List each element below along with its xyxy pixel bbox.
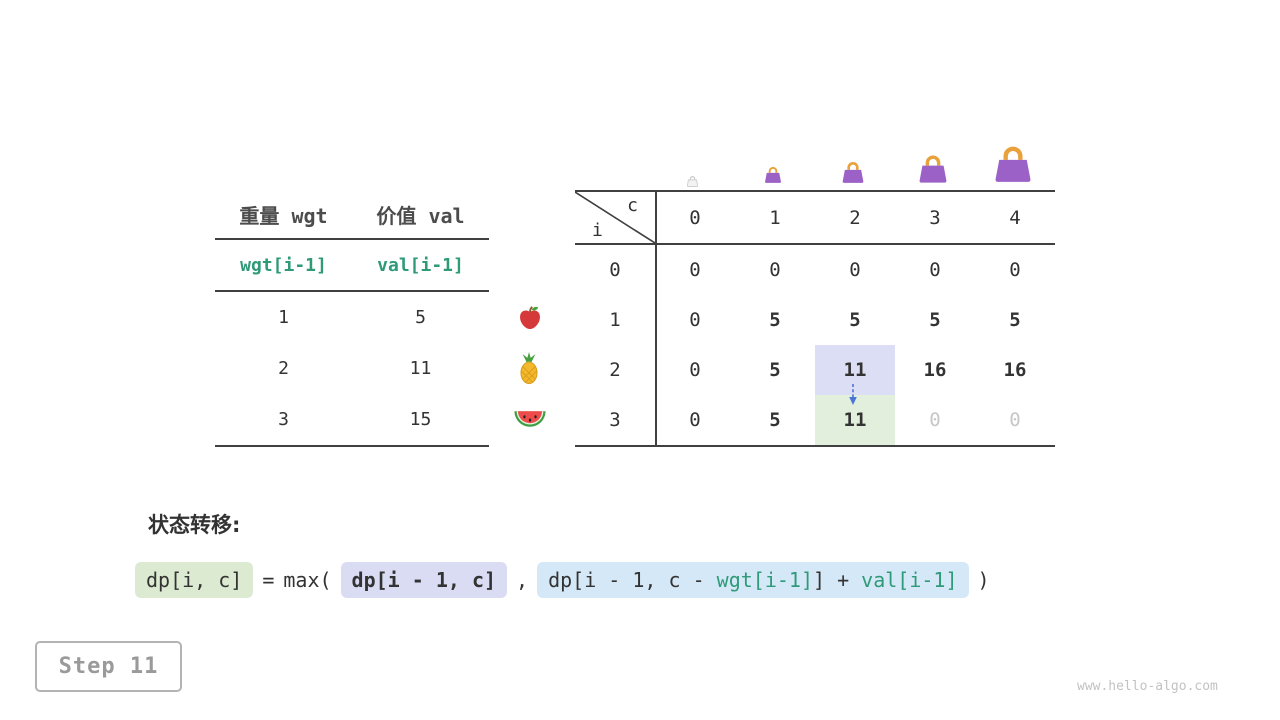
transition-arrow-icon (846, 383, 860, 411)
item-3-value: 15 (409, 409, 432, 430)
state-transition-label: 状态转移: (148, 513, 241, 537)
step-indicator: Step 11 (35, 641, 182, 692)
formula-arg2-wgt: wgt[i-1] (716, 568, 813, 592)
capacity-var-label: c (627, 195, 638, 216)
step-label: Step 11 (58, 654, 159, 679)
bag-capacity-0-icon (686, 172, 699, 191)
item-row-1: 1 5 (215, 292, 489, 343)
formula-max-open: max( (283, 568, 332, 592)
formula-arg2: dp[i - 1, c - wgt[i-1]] + val[i-1] (537, 562, 969, 598)
formula-arg2-mid: ] + (813, 568, 862, 592)
items-var-val: val[i-1] (377, 254, 464, 276)
dp-cell-2-3: 16 (923, 359, 947, 381)
state-transition-formula: dp[i, c] = max( dp[i - 1, c] , dp[i - 1,… (135, 562, 990, 598)
dp-cell-1-4: 5 (1009, 309, 1021, 331)
dp-cell-3-1: 5 (769, 409, 781, 431)
formula-arg2-prefix: dp[i - 1, c - (548, 568, 717, 592)
dp-cell-1-3: 5 (929, 309, 941, 331)
dp-row-0-label: 0 (609, 259, 621, 281)
items-table-header: 重量 wgt 价值 val (215, 190, 489, 240)
formula-arg2-val: val[i-1] (861, 568, 958, 592)
dp-corner-cell: c i (575, 192, 655, 243)
formula-arg1: dp[i - 1, c] (340, 562, 508, 598)
dp-row-1: 1 0 5 5 5 5 (575, 295, 1055, 345)
bag-capacity-4-icon (991, 143, 1035, 188)
formula-lhs: dp[i, c] (135, 562, 254, 598)
dp-cell-0-2: 0 (849, 259, 861, 281)
item-1-weight: 1 (278, 307, 289, 328)
dp-row-2: 2 0 5 11 16 16 (575, 345, 1055, 395)
watermelon-icon (513, 409, 547, 433)
pineapple-icon (518, 352, 540, 388)
dp-table-header: c i 0 1 2 3 4 (575, 192, 1055, 245)
dp-col-header-0: 0 (689, 206, 701, 229)
dp-cell-1-0: 0 (689, 309, 701, 331)
items-table: 重量 wgt 价值 val wgt[i-1] val[i-1] 1 5 2 11… (215, 190, 489, 447)
dp-cell-0-1: 0 (769, 259, 781, 281)
dp-row-3-label: 3 (609, 409, 621, 431)
dp-row-2-label: 2 (609, 359, 621, 381)
dp-cell-3-3: 0 (929, 409, 941, 431)
item-1-value: 5 (415, 307, 426, 328)
dp-row-0: 0 0 0 0 0 0 (575, 245, 1055, 295)
dp-row-1-label: 1 (609, 309, 621, 331)
item-row-3: 3 15 (215, 394, 489, 445)
formula-equals: = (262, 568, 275, 592)
dp-cell-3-2-target-highlight: 11 (815, 395, 895, 445)
bag-capacity-3-icon (916, 153, 950, 188)
dp-cell-1-1: 5 (769, 309, 781, 331)
item-2-weight: 2 (278, 358, 289, 379)
items-var-row: wgt[i-1] val[i-1] (215, 240, 489, 292)
bag-capacity-1-icon (763, 165, 783, 188)
formula-close-paren: ) (977, 568, 990, 592)
items-col-value-header: 价值 val (376, 203, 465, 228)
item-3-weight: 3 (278, 409, 289, 430)
formula-comma: , (516, 568, 529, 592)
dp-cell-1-2: 5 (849, 309, 861, 331)
dp-col-header-4: 4 (1009, 206, 1021, 229)
bag-capacity-2-icon (840, 160, 866, 188)
diagonal-divider (575, 192, 655, 243)
dp-cell-0-0: 0 (689, 259, 701, 281)
dp-col-header-1: 1 (769, 206, 781, 229)
dp-col-header-2: 2 (849, 206, 861, 229)
dp-cell-0-3: 0 (929, 259, 941, 281)
dp-col-header-3: 3 (929, 206, 941, 229)
item-row-2: 2 11 (215, 343, 489, 394)
dp-cell-2-0: 0 (689, 359, 701, 381)
watermark: www.hello-algo.com (1077, 679, 1218, 694)
dp-cell-0-4: 0 (1009, 259, 1021, 281)
items-col-weight-header: 重量 wgt (239, 203, 328, 228)
dp-row-3: 3 0 5 11 0 0 (575, 395, 1055, 445)
item-var-label: i (592, 220, 603, 241)
items-var-wgt: wgt[i-1] (240, 254, 327, 276)
dp-cell-3-4: 0 (1009, 409, 1021, 431)
dp-cell-2-4: 16 (1003, 359, 1027, 381)
dp-cell-2-1: 5 (769, 359, 781, 381)
dp-table: c i 0 1 2 3 4 0 0 0 0 0 0 1 0 5 5 5 5 2 (575, 190, 1055, 447)
dp-cell-3-0: 0 (689, 409, 701, 431)
dp-table-vertical-divider (655, 192, 657, 445)
apple-icon (516, 304, 544, 336)
item-2-value: 11 (409, 358, 432, 379)
dp-cell-2-2-source-highlight: 11 (815, 345, 895, 395)
